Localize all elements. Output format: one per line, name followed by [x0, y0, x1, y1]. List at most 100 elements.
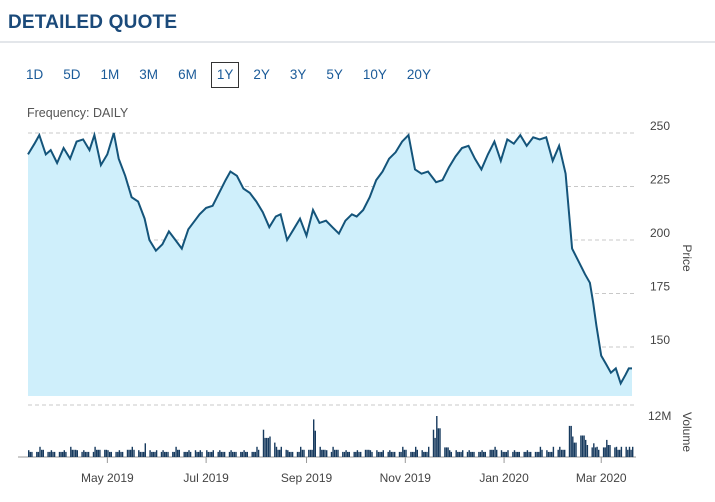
range-button-3y[interactable]: 3Y — [289, 67, 307, 82]
volume-bar — [144, 443, 146, 457]
volume-bar — [541, 449, 543, 457]
volume-bar — [209, 451, 211, 457]
volume-bar — [403, 449, 406, 457]
date-tick-label: May 2019 — [81, 471, 134, 485]
volume-bar — [470, 451, 472, 457]
volume-bar — [445, 447, 448, 457]
volume-bar — [222, 451, 224, 457]
range-button-5d[interactable]: 5D — [63, 67, 81, 82]
volume-bar — [28, 450, 30, 457]
volume-bar — [598, 449, 600, 457]
volume-bar — [337, 449, 339, 457]
volume-bar — [525, 451, 527, 457]
volume-bar — [360, 451, 362, 457]
volume-bar — [303, 449, 305, 457]
volume-bar — [311, 449, 313, 457]
volume-bar — [207, 451, 210, 457]
volume-bar — [492, 449, 495, 457]
date-tick-label: Nov 2019 — [380, 471, 432, 485]
volume-bar — [586, 445, 589, 457]
volume-bar — [167, 451, 169, 457]
volume-bar — [84, 451, 87, 457]
range-button-6m[interactable]: 6M — [178, 67, 197, 82]
volume-bar — [528, 451, 530, 457]
range-button-3m[interactable]: 3M — [139, 67, 159, 82]
volume-bar — [251, 451, 253, 457]
volume-bar — [466, 451, 469, 457]
volume-bar — [143, 451, 145, 457]
volume-bar — [141, 451, 143, 457]
volume-bar — [262, 429, 265, 457]
price-ticks: 150 175 200 225 250 — [650, 119, 670, 347]
volume-bar — [73, 449, 75, 457]
volume-bar — [551, 451, 553, 457]
volume-bar — [275, 446, 278, 458]
volume-bar — [280, 446, 282, 458]
volume-bar — [353, 451, 355, 457]
volume-bar — [410, 451, 412, 457]
volume-bar — [400, 451, 402, 457]
volume-bar — [121, 451, 124, 457]
volume-bar — [228, 451, 231, 457]
volume-bar — [173, 451, 176, 457]
volume-bar — [504, 451, 506, 457]
volume-bar — [130, 449, 132, 457]
volume-bar — [632, 446, 634, 458]
volume-bar — [314, 430, 316, 457]
volume-bar — [496, 449, 498, 457]
volume-bar — [473, 451, 475, 457]
volume-bar — [109, 451, 111, 457]
volume-bar — [538, 451, 540, 457]
volume-bar — [371, 451, 373, 457]
volume-bar — [99, 449, 101, 457]
volume-bar — [81, 451, 83, 457]
volume-bar — [523, 451, 525, 457]
range-button-10y[interactable]: 10Y — [362, 67, 387, 82]
range-button-5y[interactable]: 5Y — [326, 67, 343, 82]
volume-bar — [479, 451, 482, 457]
range-button-2y[interactable]: 2Y — [253, 67, 270, 82]
volume-bar — [126, 449, 129, 457]
volume-bar — [594, 447, 597, 457]
volume-bar — [421, 450, 423, 457]
volume-bar — [154, 451, 156, 457]
date-ticks: May 2019 Jul 2019 Sep 2019 Nov 2019 Jan 2020… — [81, 457, 627, 485]
volume-bar — [415, 446, 417, 458]
volume-bar — [175, 446, 177, 458]
volume-bar — [364, 449, 367, 457]
volume-bar — [185, 451, 187, 457]
volume-bar — [394, 451, 396, 457]
volume-bar — [324, 449, 326, 457]
price-line — [27, 131, 632, 386]
volume-bar — [547, 451, 550, 457]
volume-bar — [330, 451, 333, 457]
volume-bar — [36, 451, 38, 457]
range-button-20y[interactable]: 20Y — [406, 67, 431, 82]
volume-bar — [515, 451, 517, 457]
price-tick-label: 250 — [650, 119, 670, 133]
date-tick-label: Jan 2020 — [479, 471, 529, 485]
range-button-1d[interactable]: 1D — [26, 67, 44, 82]
volume-bar — [151, 451, 153, 457]
volume-bar — [356, 450, 359, 457]
volume-bar — [402, 446, 404, 458]
volume-bar — [321, 449, 323, 457]
volume-bar — [617, 449, 619, 457]
range-button-1y[interactable]: 1Y — [210, 62, 240, 88]
range-selector: 1D 5D 1M 3M 6M 1Y 2Y 3Y 5Y 10Y 20Y — [20, 62, 445, 88]
volume-bar — [47, 451, 49, 457]
volume-bar — [358, 451, 360, 457]
volume-bar — [348, 451, 350, 457]
volume-bar — [398, 451, 401, 457]
volume-bar — [345, 450, 347, 457]
volume-bar — [94, 446, 96, 458]
volume-bar — [494, 446, 496, 458]
volume-bar — [568, 425, 571, 457]
volume-bar — [240, 451, 242, 457]
volume-bar — [602, 447, 605, 457]
range-button-1m[interactable]: 1M — [100, 67, 120, 82]
volume-bar — [308, 449, 310, 457]
volume-bar — [505, 451, 508, 457]
volume-bar — [199, 450, 201, 457]
volume-bar — [256, 446, 258, 458]
